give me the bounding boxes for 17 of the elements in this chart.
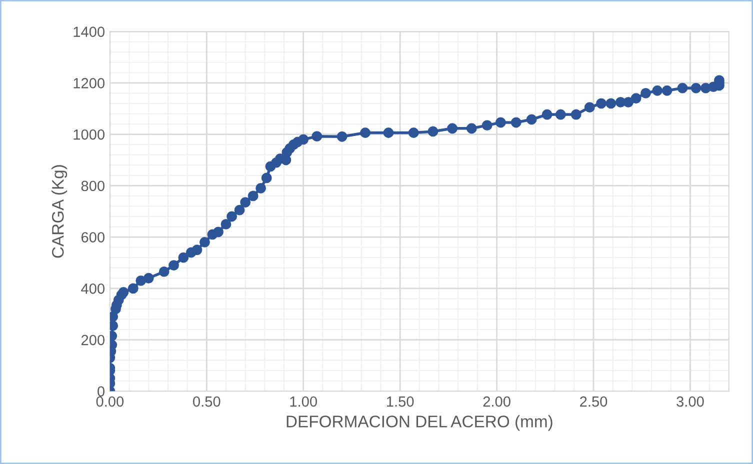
x-tick-label: 2.50 [580,396,608,407]
y-tick-label: 200 [81,334,105,346]
y-tick-label: 1200 [74,78,105,88]
x-axis-title: DEFORMACION DEL ACERO (mm) [286,415,552,431]
y-tick-label: 600 [81,232,105,242]
x-tick-label: 1.00 [290,396,317,407]
y-tick-label: 800 [81,180,105,192]
y-axis-title: CARGA (Kg) [52,165,68,258]
y-tick-label: 400 [81,284,105,294]
x-tick-label: 0.00 [96,396,124,407]
x-tick-label: 0.50 [193,396,220,407]
y-tick-label: 1400 [74,26,105,37]
x-tick-label: 2.00 [483,396,510,407]
y-tick-label: 1000 [74,129,105,140]
x-tick-label: 1.50 [387,396,414,407]
y-tick-label: 0 [98,386,105,397]
x-tick-label: 3.00 [676,396,704,407]
